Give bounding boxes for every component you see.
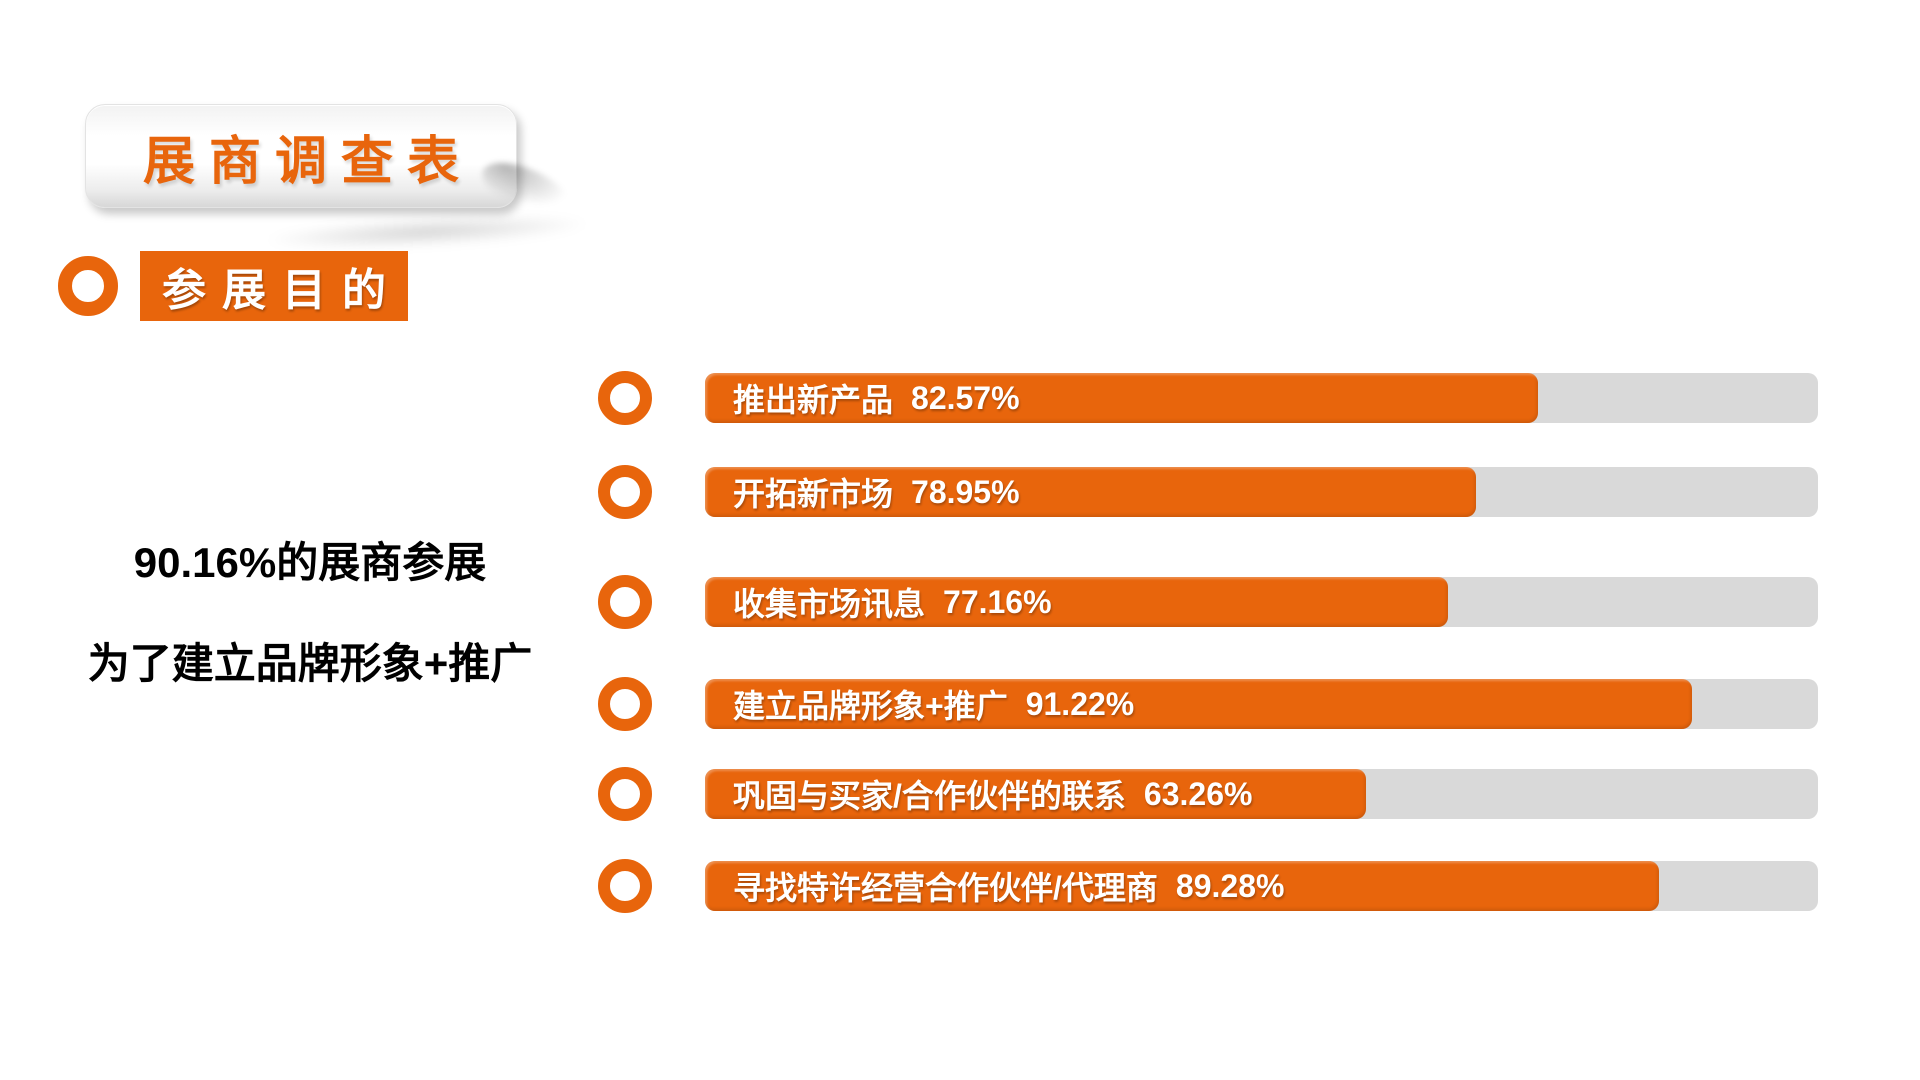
bar-chart: 推出新产品 82.57% 开拓新市场 78.95% 收集市场讯息 77.16% bbox=[598, 371, 1818, 913]
bar-fill: 收集市场讯息 77.16% bbox=[705, 577, 1449, 627]
bar-category-label: 建立品牌形象+推广 bbox=[733, 688, 1008, 724]
bar-track: 建立品牌形象+推广 91.22% bbox=[705, 679, 1818, 729]
bar-category-label: 寻找特许经营合作伙伴/代理商 bbox=[733, 870, 1158, 906]
bar-category-label: 巩固与买家/合作伙伴的联系 bbox=[733, 778, 1126, 814]
bar-value-label: 82.57% bbox=[911, 379, 1020, 416]
circle-bullet-icon bbox=[598, 859, 652, 913]
bar-row: 开拓新市场 78.95% bbox=[598, 465, 1818, 519]
bar-track: 开拓新市场 78.95% bbox=[705, 467, 1818, 517]
bar-category-label: 开拓新市场 bbox=[733, 476, 894, 512]
bar-category-label: 推出新产品 bbox=[733, 382, 894, 418]
bar-fill: 推出新产品 82.57% bbox=[705, 373, 1538, 423]
bar-fill: 开拓新市场 78.95% bbox=[705, 467, 1477, 517]
section-header: 参展目的 bbox=[58, 250, 408, 322]
section-label: 参展目的 bbox=[162, 266, 402, 315]
circle-bullet-icon bbox=[598, 465, 652, 519]
circle-bullet-icon bbox=[598, 575, 652, 629]
bar-track: 巩固与买家/合作伙伴的联系 63.26% bbox=[705, 769, 1818, 819]
bar-track: 寻找特许经营合作伙伴/代理商 89.28% bbox=[705, 861, 1818, 911]
summary-line-1: 90.16%的展商参展 bbox=[133, 539, 487, 586]
bar-track: 收集市场讯息 77.16% bbox=[705, 577, 1818, 627]
bar-value-label: 89.28% bbox=[1175, 867, 1285, 904]
circle-bullet-icon bbox=[58, 256, 118, 316]
page-title: 展商调查表 bbox=[142, 132, 473, 191]
bar-value-label: 63.26% bbox=[1143, 775, 1253, 812]
bar-row: 收集市场讯息 77.16% bbox=[598, 575, 1818, 629]
summary-text: 90.16%的展商参展 为了建立品牌形象+推广 bbox=[70, 540, 550, 687]
bar-value-label: 78.95% bbox=[911, 473, 1020, 510]
title-reflection-shadow bbox=[261, 209, 593, 255]
bar-fill: 寻找特许经营合作伙伴/代理商 89.28% bbox=[705, 861, 1659, 911]
bar-track: 推出新产品 82.57% bbox=[705, 373, 1818, 423]
bar-row: 建立品牌形象+推广 91.22% bbox=[598, 677, 1818, 731]
bar-value-label: 91.22% bbox=[1025, 685, 1135, 722]
bar-category-label: 收集市场讯息 bbox=[733, 586, 926, 622]
circle-bullet-icon bbox=[598, 767, 652, 821]
bar-fill: 建立品牌形象+推广 91.22% bbox=[705, 679, 1693, 729]
section-chip: 参展目的 bbox=[140, 251, 408, 321]
bar-row: 推出新产品 82.57% bbox=[598, 371, 1818, 425]
summary-line-2: 为了建立品牌形象+推广 bbox=[87, 640, 533, 688]
bar-value-label: 77.16% bbox=[943, 583, 1052, 620]
bar-row: 寻找特许经营合作伙伴/代理商 89.28% bbox=[598, 859, 1818, 913]
circle-bullet-icon bbox=[598, 677, 652, 731]
bar-row: 巩固与买家/合作伙伴的联系 63.26% bbox=[598, 767, 1818, 821]
bar-fill: 巩固与买家/合作伙伴的联系 63.26% bbox=[705, 769, 1367, 819]
title-plaque: 展商调查表 bbox=[85, 104, 517, 208]
circle-bullet-icon bbox=[598, 371, 652, 425]
